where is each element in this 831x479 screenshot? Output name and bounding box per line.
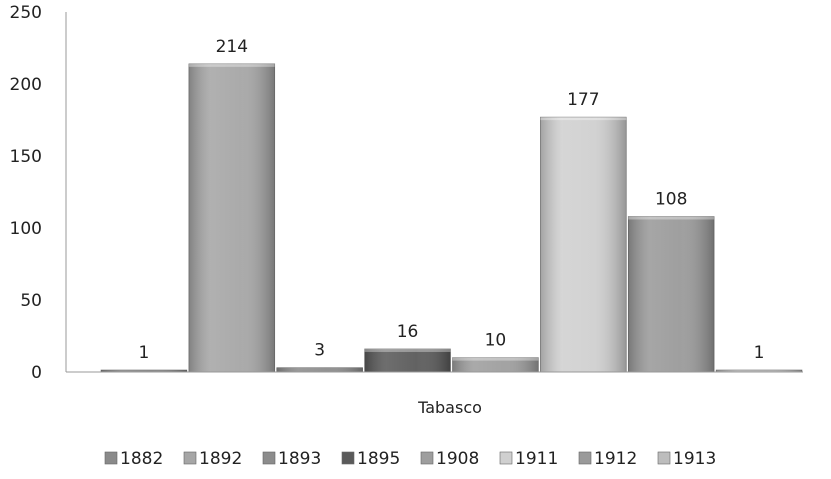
y-tick-label: 200 <box>10 75 42 95</box>
data-label-1911: 177 <box>567 90 599 110</box>
bar-bevel <box>452 357 539 361</box>
bar-shading <box>540 117 627 373</box>
legend-swatch-1913 <box>657 451 671 465</box>
legend-label-1882: 1882 <box>120 449 163 469</box>
bar-shading <box>101 370 187 372</box>
bar-shading <box>276 367 363 372</box>
y-tick-label: 150 <box>10 147 42 167</box>
legend-swatch-1882 <box>104 451 118 465</box>
legend-label-1895: 1895 <box>357 449 400 469</box>
legend-label-1912: 1912 <box>594 449 637 469</box>
y-tick-label: 0 <box>31 363 42 383</box>
bar-shading <box>452 357 539 372</box>
data-label-1908: 10 <box>485 331 507 351</box>
bar-bevel <box>628 216 715 220</box>
legend-swatch-1895 <box>341 451 355 465</box>
bar-shading <box>364 348 451 372</box>
data-labels: 1 214 3 16 10 177 108 1 <box>139 37 765 363</box>
legend-label-1908: 1908 <box>436 449 479 469</box>
legend-label-1913: 1913 <box>673 449 716 469</box>
legend-swatch-1912 <box>578 451 592 465</box>
legend-swatch-1911 <box>499 451 513 465</box>
legend-swatch-1892 <box>183 451 197 465</box>
legend-label-1893: 1893 <box>278 449 321 469</box>
y-tick-label: 50 <box>20 291 42 311</box>
y-tick-label: 250 <box>10 3 42 23</box>
y-tick-label: 100 <box>10 219 42 239</box>
legend-swatch-1908 <box>420 451 434 465</box>
bar-bevel <box>364 348 451 352</box>
legend-swatch-1893 <box>262 451 276 465</box>
data-label-1913: 1 <box>754 343 765 363</box>
bar-shading <box>188 63 275 373</box>
x-category-label: Tabasco <box>417 398 482 417</box>
data-label-1892: 214 <box>216 37 248 57</box>
legend: 1882 1892 1893 1895 1908 1911 1912 1913 <box>104 449 716 469</box>
data-label-1912: 108 <box>655 189 687 209</box>
data-label-1895: 16 <box>397 322 419 342</box>
bar-bevel <box>188 63 275 67</box>
legend-label-1892: 1892 <box>199 449 242 469</box>
data-label-1882: 1 <box>139 343 150 363</box>
bar-shading <box>716 370 802 372</box>
y-tick-labels: 0 50 100 150 200 250 <box>10 3 42 383</box>
legend-label-1911: 1911 <box>515 449 558 469</box>
bars <box>100 63 803 373</box>
bar-bevel <box>540 117 627 121</box>
data-label-1893: 3 <box>314 341 325 361</box>
bar-shading <box>628 216 715 372</box>
